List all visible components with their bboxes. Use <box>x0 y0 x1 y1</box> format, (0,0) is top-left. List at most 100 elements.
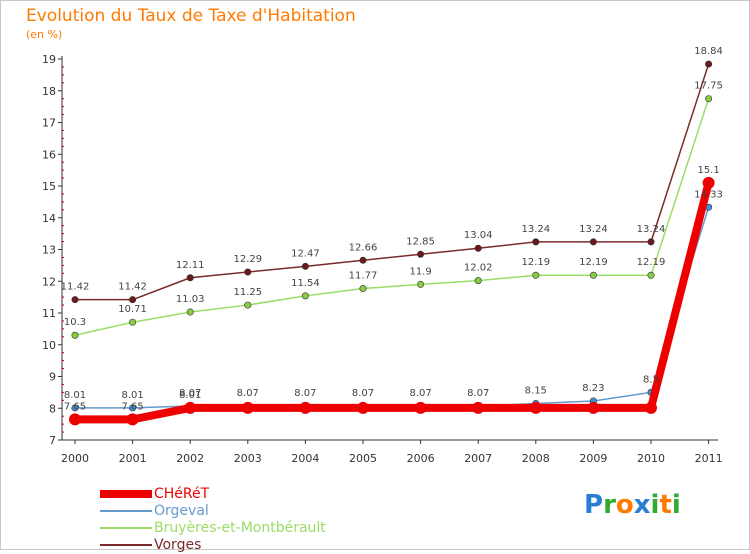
series-point <box>299 401 312 414</box>
data-label: 10.71 <box>118 304 147 315</box>
series-point <box>702 176 715 189</box>
y-tick-label: 9 <box>49 371 56 384</box>
data-label: 7.65 <box>64 401 86 412</box>
data-label: 11.03 <box>176 294 205 305</box>
y-tick-label: 8 <box>49 402 56 415</box>
x-tick-label: 2003 <box>234 452 262 465</box>
x-tick-label: 2011 <box>695 452 723 465</box>
series-point <box>474 244 482 252</box>
y-tick-label: 18 <box>42 85 56 98</box>
data-label: 8.01 <box>121 390 143 401</box>
data-label: 8.07 <box>352 388 374 399</box>
y-tick-label: 13 <box>42 244 56 257</box>
x-tick-label: 2000 <box>61 452 89 465</box>
series-line-0 <box>75 181 713 424</box>
series-line-2 <box>74 98 710 336</box>
logo-letter: x <box>633 490 651 520</box>
legend-swatch <box>100 510 152 512</box>
y-tick-label: 10 <box>42 339 56 352</box>
series-point <box>71 296 79 304</box>
series-point <box>705 60 713 68</box>
series-point <box>417 250 425 258</box>
y-tick-label: 19 <box>42 53 56 66</box>
data-label: 11.9 <box>409 266 431 277</box>
series-point <box>589 238 597 246</box>
series-point <box>529 401 542 414</box>
chart-title: Evolution du Taux de Taxe d'Habitation <box>26 6 356 26</box>
data-label: 12.85 <box>406 236 435 247</box>
series-point <box>301 292 309 300</box>
series-point <box>587 401 600 414</box>
series-point <box>241 401 254 414</box>
proxiti-logo: Proxiti <box>584 490 681 520</box>
series-point <box>244 301 252 309</box>
data-label: 7.65 <box>121 401 143 412</box>
data-label: 11.54 <box>291 278 320 289</box>
x-tick-label: 2010 <box>637 452 665 465</box>
series-point <box>589 271 597 279</box>
legend-label: CHéRéT <box>154 486 210 502</box>
data-label: 12.11 <box>176 260 205 271</box>
data-label: 8.15 <box>525 385 547 396</box>
data-label: 13.24 <box>637 224 666 235</box>
data-label: 8.5 <box>643 374 659 385</box>
data-label: 13.24 <box>579 224 608 235</box>
legend-swatch <box>100 527 152 529</box>
series-point <box>357 401 369 414</box>
series-point <box>69 413 81 426</box>
series-point <box>532 271 540 279</box>
data-label: 8.01 <box>179 390 201 401</box>
series-point <box>71 331 79 339</box>
series-point <box>126 413 139 426</box>
series-point <box>129 404 137 412</box>
data-label: 18.84 <box>694 46 723 57</box>
data-label: 15.1 <box>697 165 719 176</box>
data-label: 12.02 <box>464 263 493 274</box>
logo-letter: i <box>650 490 660 520</box>
y-tick-label: 16 <box>42 148 56 161</box>
series-point <box>532 238 540 246</box>
y-tick-label: 17 <box>42 117 56 130</box>
data-label: 11.42 <box>61 282 90 293</box>
series-point <box>474 277 482 285</box>
series-point <box>129 318 137 326</box>
y-tick-label: 12 <box>42 275 56 288</box>
series-point <box>244 268 252 276</box>
legend-label: Vorges <box>154 537 202 553</box>
series-point <box>647 238 655 246</box>
x-tick-label: 2007 <box>464 452 492 465</box>
data-label: 13.04 <box>464 230 493 241</box>
y-tick-label: 15 <box>42 180 56 193</box>
y-tick-label: 7 <box>49 434 56 447</box>
series-point <box>705 95 713 103</box>
data-label: 8.07 <box>467 388 489 399</box>
logo-letter: o <box>615 490 634 520</box>
legend-label: Bruyères-et-Montbérault <box>154 520 326 536</box>
series-point <box>414 401 427 414</box>
legend-swatch <box>100 544 152 546</box>
data-label: 11.42 <box>118 282 147 293</box>
data-label: 17.75 <box>694 81 723 92</box>
x-tick-label: 2005 <box>349 452 377 465</box>
series-point <box>359 285 367 293</box>
data-label: 12.19 <box>579 257 608 268</box>
legend-label: Orgeval <box>154 503 209 519</box>
data-label: 8.23 <box>582 383 604 394</box>
series-point <box>417 280 425 288</box>
series-point <box>472 401 485 414</box>
data-label: 14.33 <box>694 189 723 200</box>
series-line-3 <box>75 63 710 301</box>
data-label: 8.07 <box>294 388 316 399</box>
chart-subtitle: (en %) <box>26 28 63 41</box>
logo-letter: i <box>671 490 681 520</box>
series-point <box>184 401 197 414</box>
y-tick-label: 11 <box>42 307 56 320</box>
series-point <box>71 404 79 412</box>
x-tick-label: 2004 <box>291 452 319 465</box>
series-point <box>645 401 657 414</box>
data-label: 11.25 <box>233 287 262 298</box>
x-tick-label: 2008 <box>522 452 550 465</box>
data-label: 12.66 <box>349 242 378 253</box>
data-label: 12.19 <box>637 257 666 268</box>
